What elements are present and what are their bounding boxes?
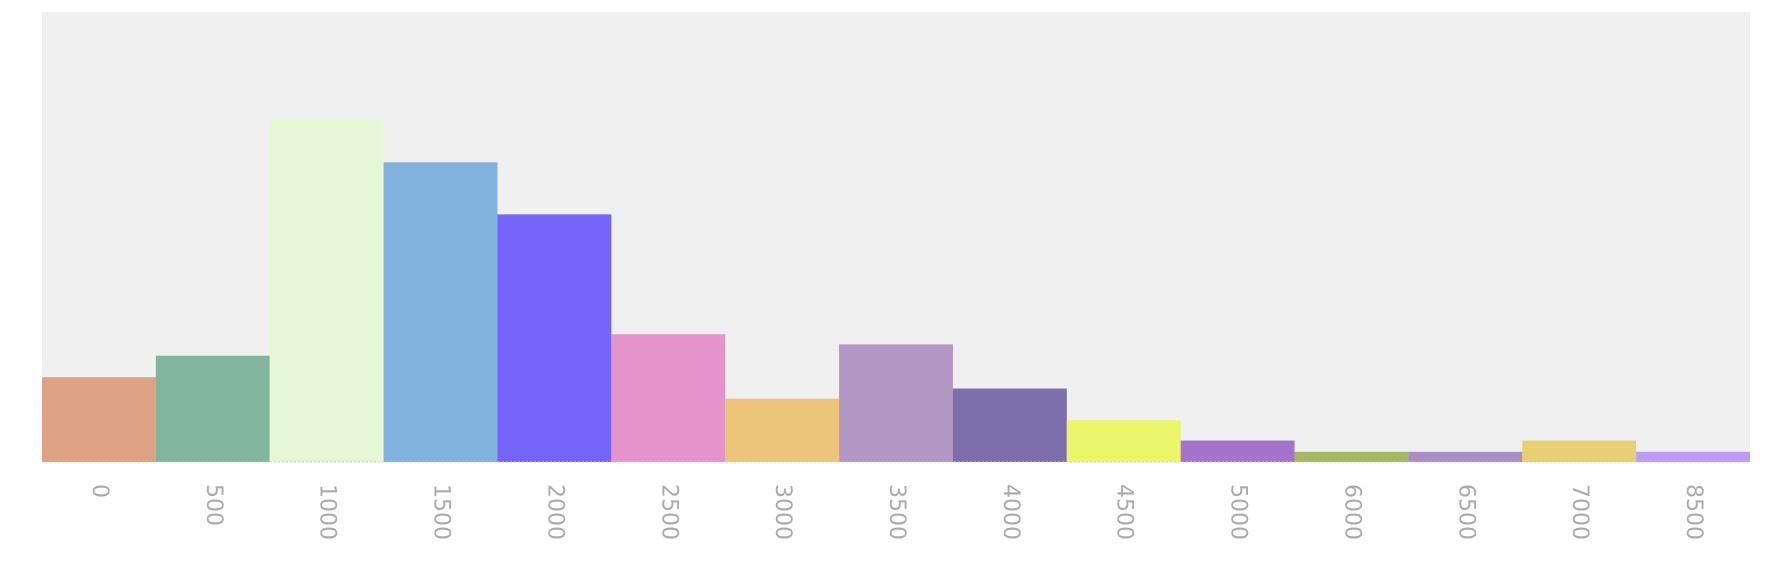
- x-tick-label: 2000: [542, 484, 567, 540]
- bar: [42, 377, 156, 462]
- x-tick-label: 6000: [1339, 484, 1364, 540]
- x-tick-label: 1500: [429, 484, 454, 540]
- x-tick-label: 3500: [884, 484, 909, 540]
- x-tick-label: 4000: [998, 484, 1023, 540]
- bar: [1180, 440, 1295, 462]
- bar: [725, 398, 840, 462]
- bar: [1636, 451, 1750, 462]
- bar: [383, 162, 498, 462]
- x-tick-label: 4500: [1112, 484, 1137, 540]
- bar: [1294, 451, 1409, 462]
- bar: [952, 388, 1067, 462]
- x-tick-label: 500: [201, 484, 226, 526]
- bar: [839, 344, 953, 462]
- x-tick-label: 0: [87, 484, 112, 498]
- bar: [155, 355, 270, 462]
- bar: [497, 214, 612, 462]
- x-tick-label: 1000: [315, 484, 340, 540]
- bar: [1408, 451, 1523, 462]
- bar: [611, 334, 726, 462]
- x-tick-label: 7000: [1567, 484, 1592, 540]
- x-tick-label: 5000: [1226, 484, 1251, 540]
- bar: [1066, 420, 1181, 462]
- bar: [269, 119, 384, 463]
- x-tick-label: 6500: [1453, 484, 1478, 540]
- x-tick-label: 2500: [656, 484, 681, 540]
- x-tick-label: 8500: [1681, 484, 1706, 540]
- x-tick-label: 3000: [770, 484, 795, 540]
- bar: [1522, 440, 1637, 462]
